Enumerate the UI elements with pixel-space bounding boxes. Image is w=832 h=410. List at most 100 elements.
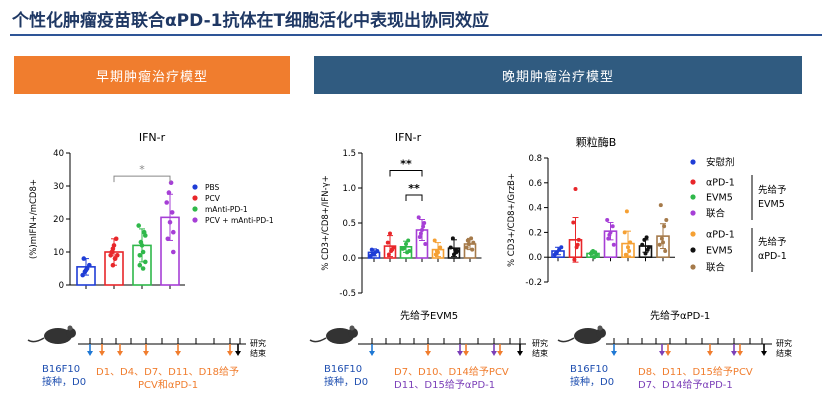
end-label: 研究 <box>776 338 792 348</box>
data-point <box>407 249 412 253</box>
data-point <box>423 242 428 246</box>
data-point <box>623 252 628 257</box>
data-point <box>607 232 612 237</box>
data-point <box>169 210 175 215</box>
timeline-arrow <box>497 351 503 356</box>
y-tick-label: -0.2 <box>525 278 542 288</box>
data-point <box>110 262 116 268</box>
data-point <box>140 266 146 271</box>
timeline-arrow <box>175 351 181 356</box>
data-point <box>369 247 374 252</box>
data-point <box>110 246 116 251</box>
timeline-dose-label: D1、D4、D7、D11、D18给予 <box>96 365 239 378</box>
data-point <box>113 236 119 242</box>
legend-group-label: EVM5 <box>758 199 785 210</box>
timeline-arrow <box>737 351 743 356</box>
end-label: 结束 <box>776 348 792 358</box>
mouse-icon <box>326 328 354 344</box>
data-point <box>626 245 630 250</box>
timeline-start-label: B16F10 <box>42 364 80 375</box>
legend-marker <box>192 195 198 201</box>
timeline-dose-label: D7、D10、D14给予PCV <box>394 365 509 378</box>
y-tick-label: 0.2 <box>528 228 542 238</box>
data-point <box>593 250 598 255</box>
legend-marker <box>192 184 198 190</box>
data-point <box>137 253 143 258</box>
data-point <box>611 242 616 247</box>
chart-title: IFN-r <box>139 131 166 144</box>
data-point <box>644 235 649 240</box>
data-point <box>466 242 471 246</box>
data-point <box>643 251 648 256</box>
timeline-arrow <box>235 351 241 356</box>
data-point <box>388 231 392 236</box>
data-point <box>605 218 610 222</box>
data-point <box>421 224 426 229</box>
legend-marker <box>690 264 696 270</box>
mouse-icon <box>309 337 327 343</box>
data-point <box>164 200 169 205</box>
legend-label: 联合 <box>706 208 726 220</box>
timeline-start-label: B16F10 <box>570 364 608 375</box>
mouse-icon <box>44 328 72 344</box>
data-point <box>606 236 611 241</box>
data-point <box>575 242 580 247</box>
legend-marker <box>192 206 198 212</box>
timeline-arrow <box>143 351 149 356</box>
legend-label: EVM5 <box>706 193 733 204</box>
data-point <box>662 224 667 229</box>
mouse-icon <box>557 337 575 343</box>
legend-label: mAnti-PD-1 <box>205 205 248 214</box>
timeline-dose-label: PCV和αPD-1 <box>138 379 198 391</box>
legend-marker <box>690 194 696 200</box>
end-label: 研究 <box>250 338 266 348</box>
chart-title: 颗粒酶B <box>576 135 617 149</box>
y-tick-label: 0.0 <box>342 254 356 264</box>
title-divider <box>10 34 822 36</box>
data-point <box>576 237 581 242</box>
data-point <box>112 256 118 261</box>
y-tick-label: 30 <box>53 182 64 192</box>
y-tick-label: 0.5 <box>342 219 356 229</box>
legend-label: PBS <box>205 183 220 192</box>
timeline-inoculation-label: 接种，D0 <box>324 375 368 388</box>
data-point <box>137 262 143 268</box>
data-point <box>422 221 427 225</box>
mouse-icon <box>596 328 606 338</box>
timeline-arrow <box>117 351 123 356</box>
data-point <box>168 180 174 185</box>
significance-bracket <box>405 194 423 201</box>
data-point <box>420 228 424 232</box>
data-point <box>138 239 144 245</box>
data-point <box>83 267 89 273</box>
significance-label: ** <box>408 182 420 195</box>
data-point <box>167 220 173 225</box>
data-point <box>165 236 171 242</box>
mouse-icon <box>66 328 76 338</box>
timeline-header: 先给予EVM5 <box>400 309 458 322</box>
timeline-arrow <box>665 351 671 356</box>
timeline-dose-label: D7、D14给予αPD-1 <box>638 378 733 391</box>
mouse-icon <box>349 325 355 331</box>
data-point <box>470 247 475 252</box>
data-point <box>87 262 92 268</box>
significance-bracket <box>113 175 171 183</box>
data-point <box>372 252 376 257</box>
data-point <box>81 256 87 261</box>
data-point <box>646 245 651 250</box>
legend-marker <box>690 179 696 185</box>
y-tick-label: 0.8 <box>528 154 542 164</box>
significance-label: * <box>139 163 145 176</box>
data-point <box>115 253 120 258</box>
timeline-arrow <box>707 351 713 356</box>
data-point <box>571 220 576 225</box>
y-tick-label: -0.5 <box>339 289 356 299</box>
timeline-header: 先给予αPD-1 <box>650 309 710 322</box>
y-axis-label: (%)mIFN+/mCD8+ <box>29 179 39 259</box>
y-tick-label: 0.6 <box>528 179 542 189</box>
timeline-arrow <box>491 351 497 356</box>
